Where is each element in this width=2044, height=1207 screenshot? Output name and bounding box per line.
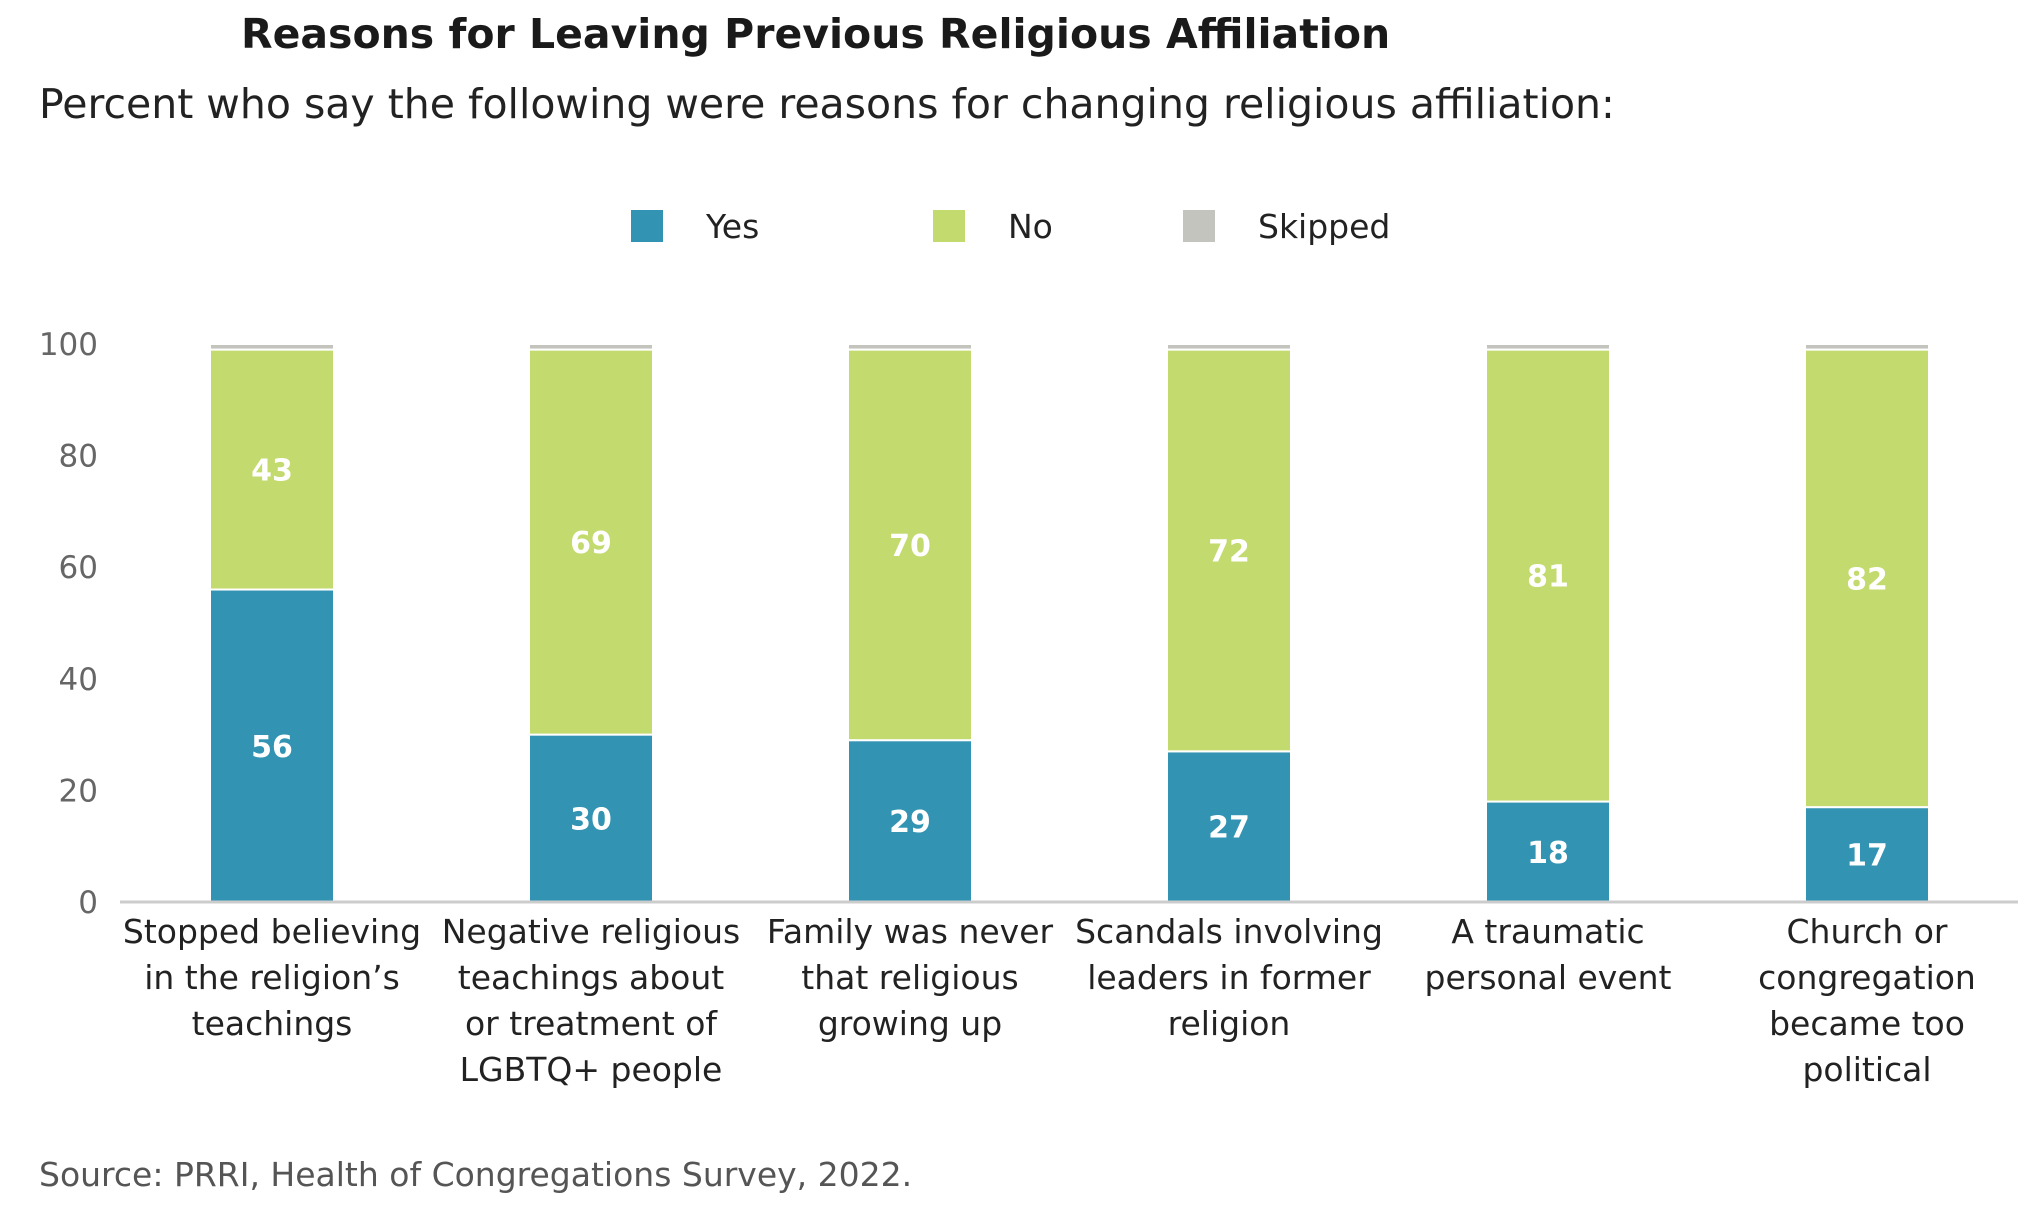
bar-segment-skipped bbox=[1485, 343, 1611, 351]
data-label-no: 72 bbox=[1208, 534, 1250, 569]
legend-swatch-no bbox=[933, 210, 965, 242]
bar-segment-skipped bbox=[528, 343, 654, 351]
bar-segment-yes bbox=[1804, 806, 1930, 904]
y-tick-label: 0 bbox=[78, 885, 98, 921]
bar-segment-no bbox=[847, 348, 973, 742]
legend-label-skipped: Skipped bbox=[1258, 207, 1390, 246]
bar-segment-no bbox=[1485, 348, 1611, 803]
category-label: Negative religious teachings about or trea… bbox=[442, 912, 740, 1089]
bar-group: 27 72 bbox=[1166, 343, 1292, 904]
y-tick-label: 40 bbox=[59, 662, 98, 698]
category-label: Family was never that religious growing up bbox=[767, 912, 1054, 1043]
data-label-no: 82 bbox=[1846, 562, 1888, 597]
bar-segment-yes bbox=[528, 733, 654, 903]
data-label-yes: 17 bbox=[1846, 839, 1888, 874]
data-label-no: 81 bbox=[1527, 560, 1569, 595]
data-label-yes: 56 bbox=[251, 730, 293, 765]
category-label: A traumatic personal event bbox=[1425, 912, 1672, 997]
source-note: Source: PRRI, Health of Congregations Su… bbox=[39, 1155, 913, 1194]
category-label: Church or congregation became too political bbox=[1758, 912, 1976, 1089]
bar-segment-skipped bbox=[1166, 343, 1292, 351]
legend-label-yes: Yes bbox=[705, 207, 759, 246]
bar-group: 30 69 bbox=[528, 343, 654, 903]
data-label-no: 70 bbox=[889, 529, 931, 564]
category-label: Stopped believing in the religion’s teachi… bbox=[123, 912, 421, 1043]
bar-segment-no bbox=[1166, 348, 1292, 753]
chart-subtitle: Percent who say the following were reaso… bbox=[39, 80, 1615, 128]
bar-segment-no bbox=[1804, 348, 1930, 809]
legend-swatch-yes bbox=[631, 210, 663, 242]
bar-segment-skipped bbox=[847, 343, 973, 351]
y-tick-label: 100 bbox=[39, 327, 98, 363]
legend: Yes No Skipped bbox=[631, 207, 1390, 246]
chart-title: Reasons for Leaving Previous Religious A… bbox=[241, 10, 1391, 58]
data-label-yes: 29 bbox=[889, 805, 931, 840]
data-label-yes: 27 bbox=[1208, 811, 1250, 846]
x-axis: Stopped believing in the religion’s teachi… bbox=[120, 900, 2018, 1089]
bar-segment-skipped bbox=[1804, 343, 1930, 351]
bar-segment-no bbox=[209, 348, 335, 591]
bar-segment-skipped bbox=[209, 343, 335, 351]
bar-segment-yes bbox=[1166, 750, 1292, 904]
bar-group: 29 70 bbox=[847, 343, 973, 903]
y-axis: 0 20 40 60 80 100 bbox=[39, 327, 98, 921]
y-tick-label: 20 bbox=[59, 773, 98, 809]
legend-swatch-skipped bbox=[1183, 210, 1215, 242]
data-label-yes: 30 bbox=[570, 802, 612, 837]
legend-label-no: No bbox=[1008, 207, 1053, 246]
y-tick-label: 60 bbox=[59, 550, 98, 586]
category-label: Scandals involving leaders in former relig… bbox=[1075, 912, 1383, 1043]
data-label-no: 69 bbox=[570, 526, 612, 561]
data-label-no: 43 bbox=[251, 454, 293, 489]
bar-segment-yes bbox=[847, 739, 973, 903]
bar-group: 56 43 bbox=[209, 343, 335, 904]
data-label-yes: 18 bbox=[1527, 836, 1569, 871]
y-tick-label: 80 bbox=[59, 439, 98, 475]
